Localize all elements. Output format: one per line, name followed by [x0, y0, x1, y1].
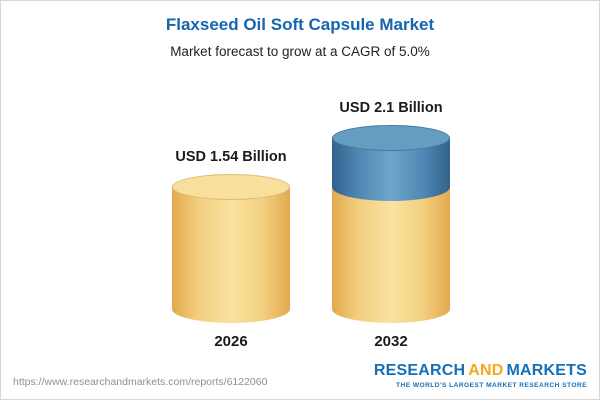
- cylinder-2026-segment: [172, 174, 290, 323]
- logo-wordmark: RESEARCH AND MARKETS: [374, 363, 587, 379]
- logo-word-research: RESEARCH: [373, 362, 466, 380]
- category-label-2032: 2032: [374, 333, 408, 350]
- page-title: Flaxseed Oil Soft Capsule Market: [165, 15, 435, 34]
- category-label-2026: 2026: [214, 333, 248, 350]
- bar-group-2026: USD 1.54 Billion 2026: [169, 149, 293, 353]
- report-url: https://www.researchandmarkets.com/repor…: [13, 376, 268, 388]
- cylinder-2032-growth-segment: [332, 125, 450, 201]
- logo-word-and: AND: [468, 362, 504, 380]
- footer: https://www.researchandmarkets.com/repor…: [1, 353, 599, 399]
- page-subtitle: Market forecast to grow at a CAGR of 5.0…: [170, 44, 430, 59]
- cylinder-chart: USD 1.54 Billion 2026 USD 2.1 Billion 20…: [1, 89, 599, 353]
- value-label-2032: USD 2.1 Billion: [339, 100, 443, 116]
- logo-word-markets: MARKETS: [506, 362, 587, 380]
- bar-group-2032: USD 2.1 Billion 2032: [329, 100, 453, 353]
- header: Flaxseed Oil Soft Capsule Market Market …: [1, 15, 599, 59]
- logo-tagline: THE WORLD'S LARGEST MARKET RESEARCH STOR…: [396, 382, 587, 390]
- value-label-2026: USD 1.54 Billion: [175, 149, 287, 165]
- cylinder-2032: [332, 124, 450, 323]
- cylinder-2032-base-segment: [332, 187, 450, 323]
- cylinder-2026: [172, 173, 290, 323]
- research-and-markets-logo: RESEARCH AND MARKETS THE WORLD'S LARGEST M…: [374, 363, 587, 390]
